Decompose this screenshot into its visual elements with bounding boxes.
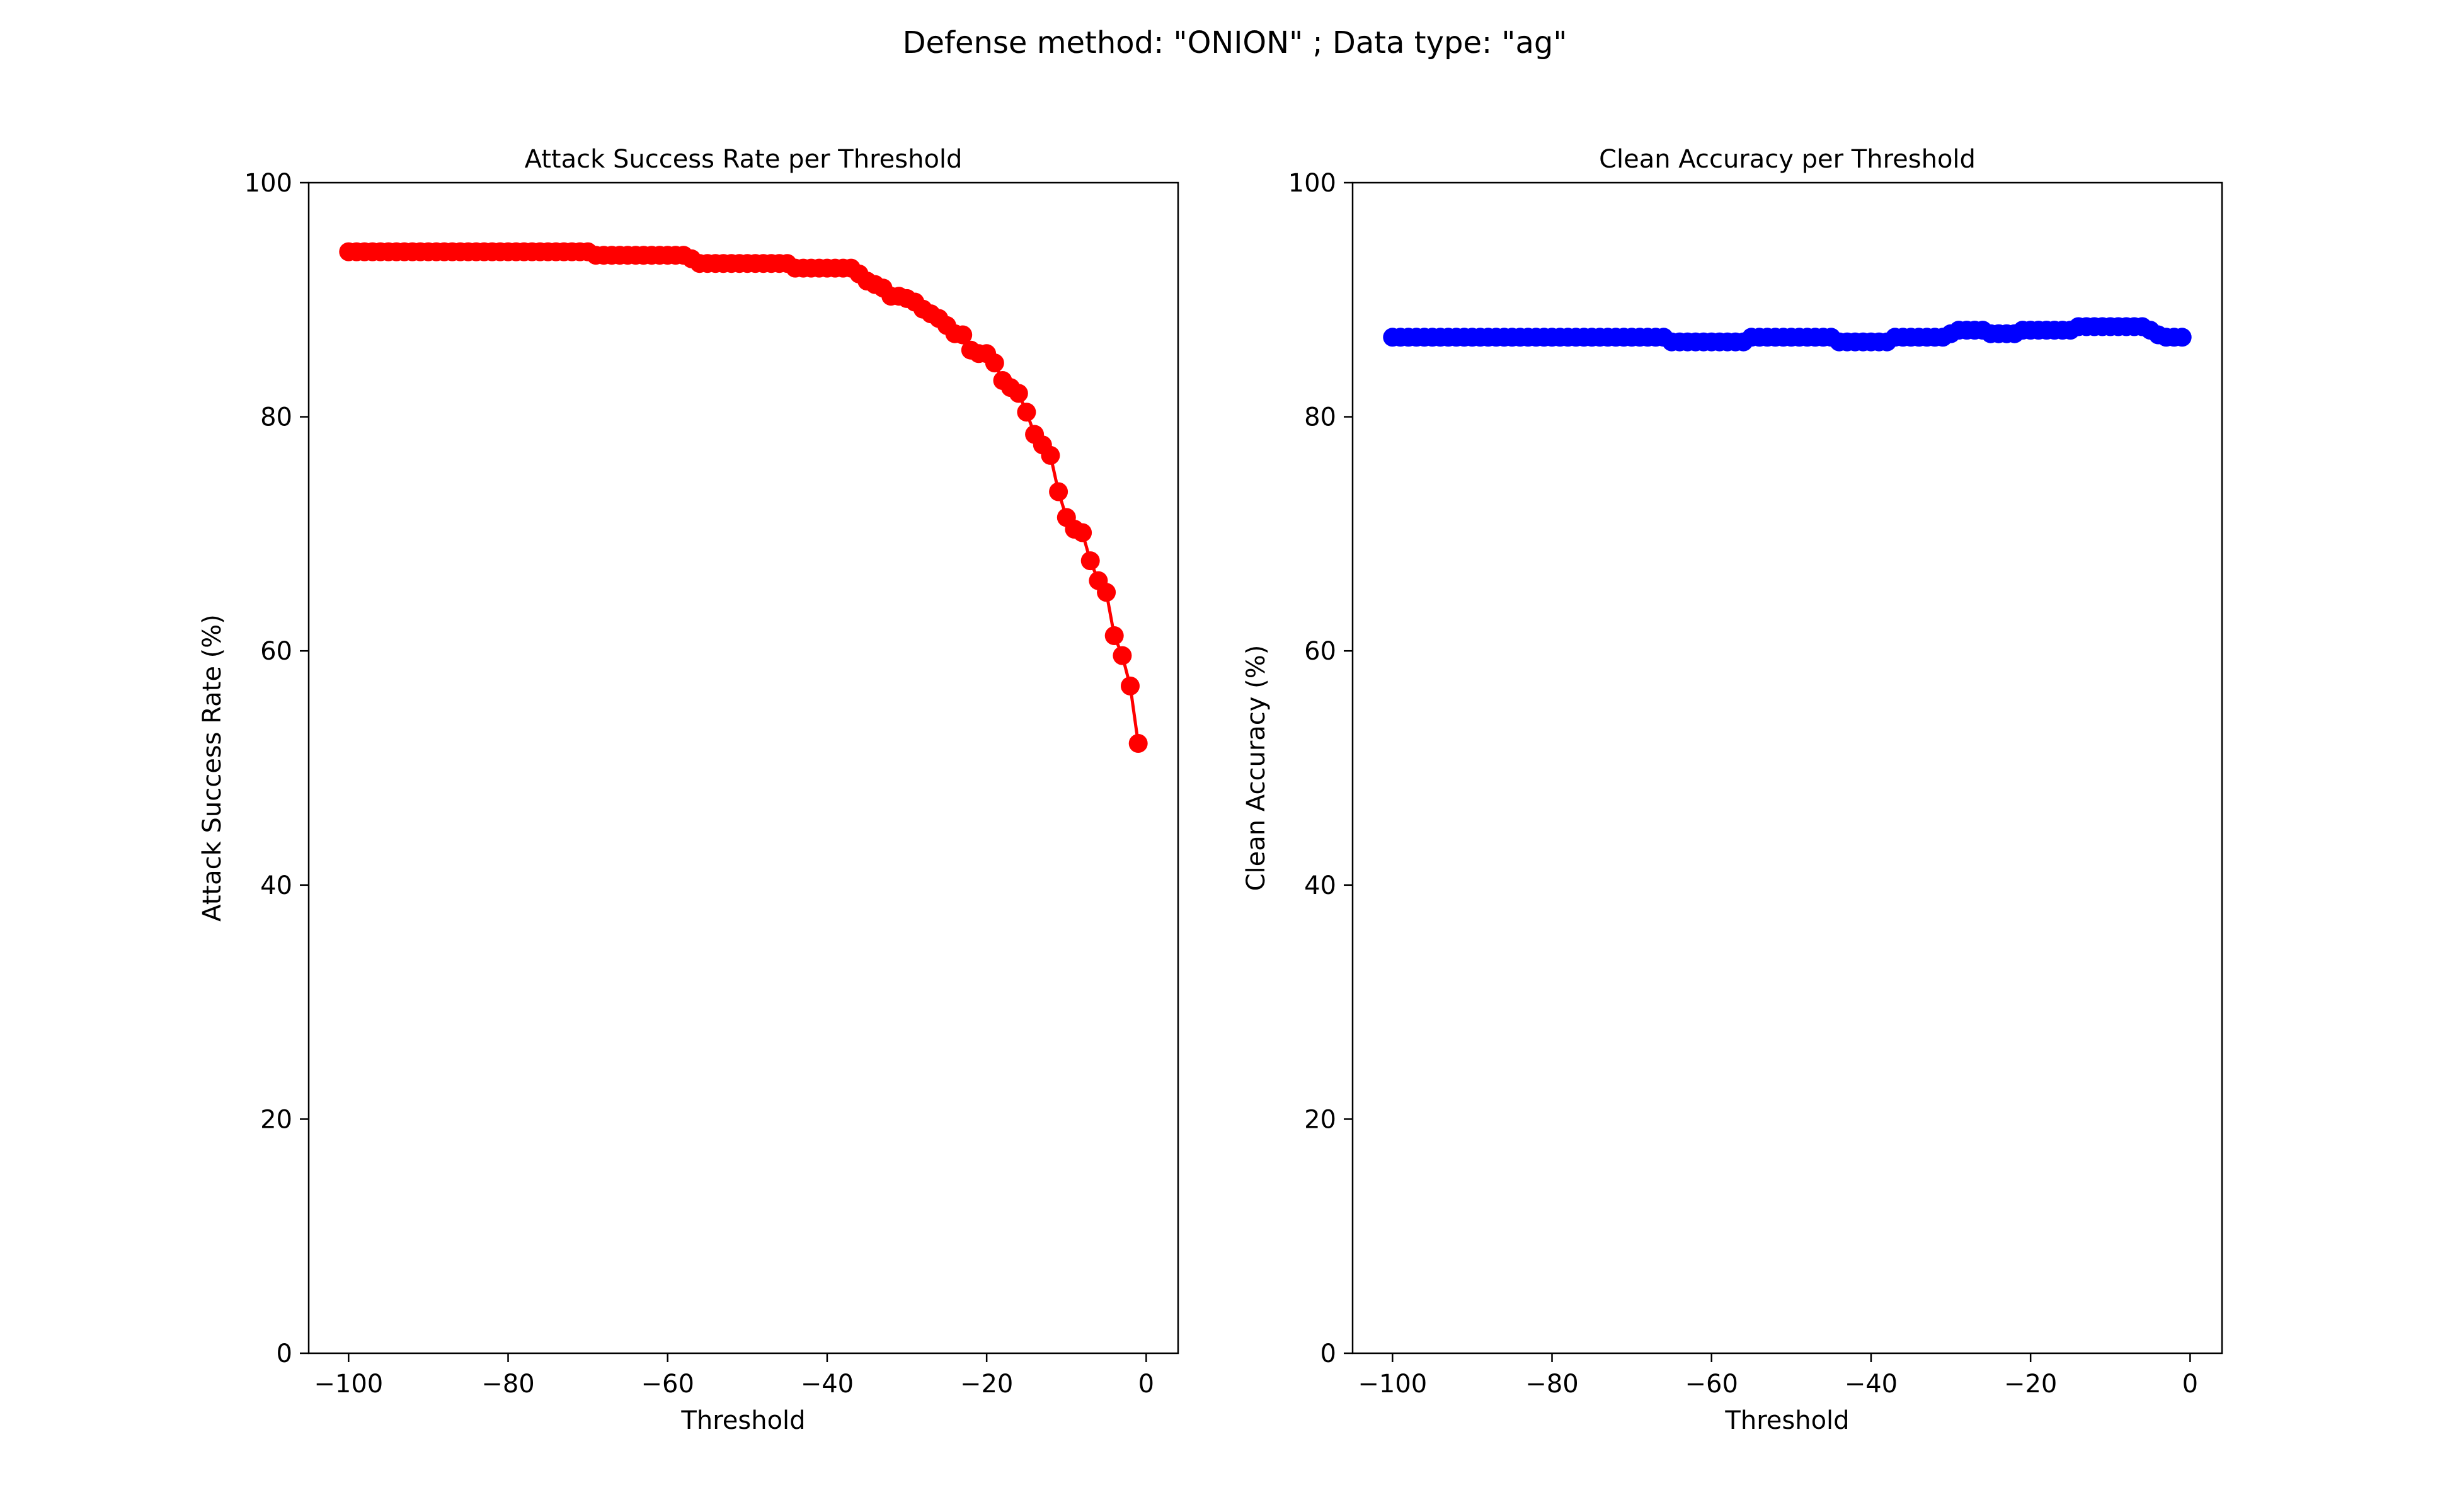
clean-accuracy-x-tick-label: −80 <box>1525 1370 1578 1399</box>
asr-data-point <box>985 353 1004 373</box>
asr-data-point <box>1080 551 1100 571</box>
asr-data-point <box>1017 403 1036 422</box>
asr-y-tick-label: 60 <box>260 637 292 666</box>
clean-accuracy-y-axis-label: Clean Accuracy (%) <box>1242 645 1271 891</box>
asr-axes-frame <box>307 181 1179 1354</box>
clean-accuracy-x-axis-label: Threshold <box>1724 1406 1849 1435</box>
asr-x-tick-label: −20 <box>960 1370 1013 1399</box>
asr-data-point <box>953 325 973 345</box>
asr-x-tick-label: −60 <box>641 1370 694 1399</box>
clean-accuracy-y-tick-label: 40 <box>1304 871 1336 900</box>
asr-y-axis-label: Attack Success Rate (%) <box>198 614 227 922</box>
asr-data-point <box>1097 583 1116 602</box>
clean-accuracy-y-tick-label: 0 <box>1320 1339 1336 1368</box>
asr-data-point <box>1049 482 1068 501</box>
asr-x-tick-label: −80 <box>481 1370 534 1399</box>
asr-data-point <box>1073 523 1092 542</box>
asr-data-point <box>1104 626 1124 645</box>
clean-accuracy-chart: Clean Accuracy per Threshold −100 −80 −60 −4… <box>1242 145 2223 1435</box>
asr-x-tick-label: 0 <box>1138 1370 1154 1399</box>
asr-data-point <box>1041 445 1060 465</box>
asr-data-point <box>1009 384 1028 403</box>
clean-accuracy-x-tick-label: −100 <box>1358 1370 1427 1399</box>
asr-data-point <box>1121 676 1140 696</box>
clean-accuracy-x-tick-label: 0 <box>2182 1370 2198 1399</box>
clean-accuracy-x-tick-label: −20 <box>2004 1370 2057 1399</box>
asr-y-tick-label: 20 <box>260 1105 292 1134</box>
clean-accuracy-axes-frame <box>1351 181 2223 1354</box>
clean-accuracy-y-tick-label: 100 <box>1288 169 1336 198</box>
clean-accuracy-y-tick-label: 80 <box>1304 403 1336 432</box>
clean-accuracy-y-tick-label: 20 <box>1304 1105 1336 1134</box>
asr-x-tick-label: −40 <box>801 1370 854 1399</box>
clean-accuracy-chart-title: Clean Accuracy per Threshold <box>1599 145 1976 174</box>
asr-x-axis-label: Threshold <box>680 1406 805 1435</box>
asr-y-tick-label: 80 <box>260 403 292 432</box>
clean-accuracy-y-tick-label: 60 <box>1304 637 1336 666</box>
asr-y-tick-label: 40 <box>260 871 292 900</box>
asr-chart-title: Attack Success Rate per Threshold <box>525 145 963 174</box>
asr-y-tick-label: 100 <box>244 169 292 198</box>
asr-data-point <box>1128 734 1148 753</box>
asr-y-tick-label: 0 <box>277 1339 292 1368</box>
clean-accuracy-x-tick-label: −60 <box>1685 1370 1738 1399</box>
clean-accuracy-x-tick-label: −40 <box>1845 1370 1898 1399</box>
asr-chart: Attack Success Rate per Threshold −100 −80… <box>198 145 1179 1435</box>
asr-x-tick-label: −100 <box>314 1370 383 1399</box>
asr-data-point <box>1113 646 1132 665</box>
clean-accuracy-data-point <box>2172 328 2192 347</box>
figure-suptitle: Defense method: "ONION" ; Data type: "ag… <box>903 25 1567 60</box>
